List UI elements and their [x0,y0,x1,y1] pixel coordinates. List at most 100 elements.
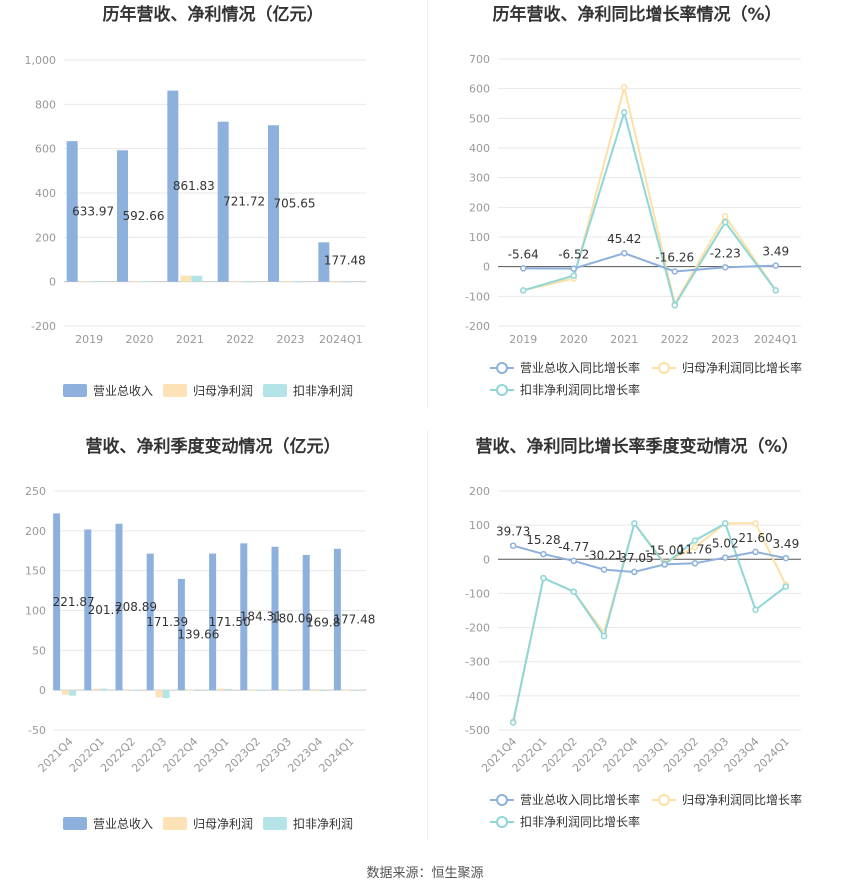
annual-revenue-profit-bar-revenue [217,121,229,282]
quarterly-revenue-profit-data-label: 201.7 [88,603,122,617]
quarterly-revenue-profit-ytick-label: 200 [25,525,46,538]
annual-revenue-profit-bar-net-profit [180,275,192,282]
quarterly-growth-point [509,719,517,726]
quarterly-revenue-profit-data-label: 184.31 [240,610,282,624]
quarterly-growth-point [782,583,790,590]
annual-growth-data-label: -2.23 [710,246,741,260]
quarterly-revenue-profit-bar-deducted-profit [162,690,170,699]
quarterly-revenue-profit-data-label: 171.50 [209,615,251,629]
annual-growth-legend-label: 归母净利润同比增长率 [682,360,802,375]
quarterly-revenue-profit-ytick-label: 50 [32,644,46,657]
annual-growth-xtick-label: 2021 [610,333,638,346]
quarterly-growth-ytick-label: -500 [465,724,490,737]
annual-growth-point [722,212,729,220]
quarterly-growth-data-label: 39.73 [496,525,530,539]
quarterly-revenue-profit-data-label: 169.8 [306,616,340,630]
annual-growth-point [621,249,628,257]
quarterly-growth-legend-marker [496,816,508,828]
quarterly-growth-ytick-label: -200 [465,622,490,635]
annual-growth-ytick-label: 400 [469,142,490,155]
annual-revenue-profit-data-label: 633.97 [72,204,114,218]
quarterly-revenue-profit-legend-swatch [63,817,87,830]
annual-growth-ytick-label: 500 [469,112,490,125]
annual-growth-ytick-label: -100 [465,290,490,303]
quarterly-revenue-profit-bar-revenue [53,513,61,691]
quarterly-growth-ytick-label: 200 [469,485,490,498]
quarterly-revenue-profit-bar-deducted-profit [349,689,357,691]
annual-growth-point [772,287,779,294]
annual-revenue-profit-xtick-label: 2022 [226,333,254,346]
annual-growth-legend-marker [496,362,508,374]
annual-revenue-profit-bar-deducted-profit [241,281,253,283]
quarterly-revenue-profit-bar-revenue [240,543,248,691]
annual-growth-legend-marker [496,384,508,396]
annual-revenue-profit-data-label: 861.83 [173,179,215,193]
annual-growth-ytick-label: 100 [469,231,490,244]
annual-revenue-profit-bar-net-profit [230,281,242,282]
annual-revenue-profit-xtick-label: 2024Q1 [319,333,363,346]
quarterly-growth-point [691,544,699,551]
annual-revenue-profit-legend-label: 归母净利润 [193,384,253,398]
annual-revenue-profit-bar-deducted-profit [90,280,102,282]
annual-growth-legend-label: 营业总收入同比增长率 [520,360,640,375]
quarterly-revenue-profit-ytick-label: 0 [39,684,46,697]
quarterly-revenue-profit-bar-net-profit [124,689,132,691]
quarterly-revenue-profit-bar-revenue [146,553,154,691]
annual-growth-title: 历年营收、净利同比增长率情况（%） [492,4,781,25]
quarterly-growth-ytick-label: 100 [469,519,490,532]
quarterly-revenue-profit-bar-deducted-profit [131,689,139,691]
quarterly-growth-point [722,554,729,561]
annual-revenue-profit-bar-revenue [268,125,279,282]
annual-growth-point [621,109,628,116]
annual-revenue-profit-bar-net-profit [79,281,91,282]
annual-growth-point [570,265,577,272]
annual-growth-point [621,83,628,91]
annual-revenue-profit-bar-net-profit [130,281,141,283]
quarterly-revenue-profit-bar-deducted-profit [225,688,233,691]
annual-revenue-profit-ytick-label: 800 [35,98,56,111]
quarterly-growth-ytick-label: -300 [465,656,490,669]
annual-growth-point [520,287,527,294]
annual-growth-point [520,265,527,272]
annual-growth-point [570,272,577,279]
annual-growth-ytick-label: -200 [465,320,490,333]
annual-revenue-profit-legend-label: 扣非净利润 [293,384,353,398]
quarterly-revenue-profit-data-label: 139.66 [177,628,219,642]
annual-revenue-profit-title: 历年营收、净利情况（亿元） [103,4,324,25]
annual-revenue-profit-data-label: 177.48 [324,253,366,267]
quarterly-growth-ytick-label: -100 [465,587,490,600]
quarterly-growth-data-label: 3.49 [772,537,799,551]
annual-revenue-profit-ytick-label: 1,000 [25,54,57,67]
annual-growth-ytick-label: 700 [469,53,490,66]
annual-growth-data-label: 3.49 [762,245,789,259]
annual-growth-ytick-label: 200 [469,201,490,214]
annual-growth-legend-marker [658,362,670,374]
quarterly-revenue-profit-bar-deducted-profit [287,689,295,691]
quarterly-revenue-profit-xtick-label: 2024Q1 [316,735,356,775]
annual-growth-line-net-growth [523,86,777,307]
quarterly-revenue-profit-bar-revenue [177,578,185,691]
quarterly-revenue-profit-bar-revenue [209,553,217,691]
quarterly-growth-legend-label: 归母净利润同比增长率 [682,792,802,807]
quarterly-revenue-profit-legend-label: 归母净利润 [193,817,253,831]
annual-growth-point [722,218,729,226]
vertical-divider-top [427,0,428,408]
quarterly-growth-point [570,557,577,565]
quarterly-revenue-profit-ytick-label: 100 [25,605,46,618]
quarterly-revenue-profit-data-label: 221.87 [53,595,95,609]
annual-revenue-profit-legend-swatch [63,384,87,397]
annual-growth-xtick-label: 2022 [661,333,689,346]
annual-revenue-profit-bar-revenue [318,242,330,282]
annual-growth-data-label: -6.52 [558,248,589,262]
quarterly-revenue-profit-bar-revenue [333,548,341,691]
annual-growth-data-label: -16.26 [655,250,694,264]
quarterly-revenue-profit-bar-revenue [84,529,92,691]
annual-revenue-profit-bar-net-profit [331,281,343,283]
quarterly-growth-data-label: 5.02 [712,537,739,551]
quarterly-revenue-profit-bar-net-profit [93,688,101,691]
quarterly-revenue-profit-data-label: 208.89 [115,600,157,614]
quarterly-revenue-profit-bar-net-profit [186,689,194,691]
quarterly-revenue-profit-bar-deducted-profit [318,690,326,691]
quarterly-revenue-profit-title: 营收、净利季度变动情况（亿元） [86,436,341,457]
